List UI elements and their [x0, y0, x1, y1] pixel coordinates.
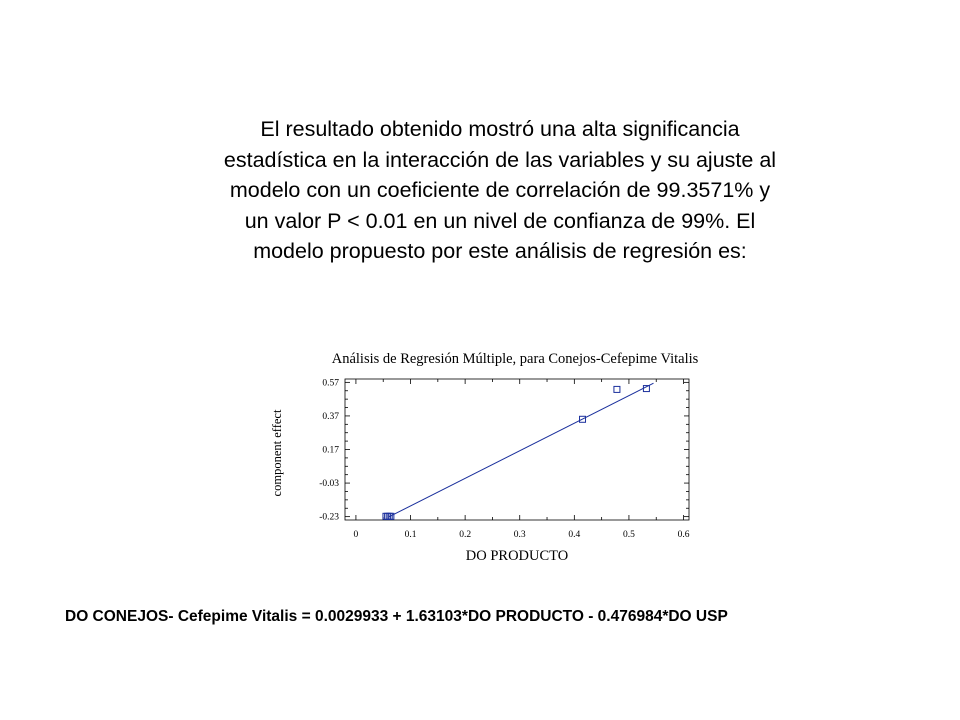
x-tick-label: 0.6 [678, 530, 690, 540]
paragraph-line: modelo propuesto por este análisis de re… [253, 239, 747, 263]
y-tick-label: 0.17 [322, 446, 339, 456]
x-tick-label: 0.1 [405, 530, 417, 540]
y-axis-label: component effect [270, 409, 284, 496]
chart-title: Análisis de Regresión Múltiple, para Con… [332, 351, 699, 367]
paragraph-line: un valor P < 0.01 en un nivel de confian… [244, 208, 756, 233]
y-tick-label: -0.03 [319, 479, 339, 489]
x-axis-label: DO PRODUCTO [466, 548, 568, 564]
x-tick-label: 0.4 [568, 530, 580, 540]
paragraph-line: estadística en la interacción de las var… [223, 147, 777, 172]
x-tick-label: 0.5 [623, 530, 635, 540]
data-point [642, 385, 650, 393]
data-point [387, 512, 395, 520]
regression-chart: Análisis de Regresión Múltiple, para Con… [270, 351, 699, 564]
x-tick-label: 0.3 [514, 530, 526, 540]
plot-frame [344, 378, 690, 521]
x-tick-label: 0 [354, 530, 359, 540]
y-tick-label: 0.57 [322, 378, 339, 388]
data-point [613, 385, 621, 393]
description-paragraph: El resultado obtenido mostró una alta si… [180, 114, 820, 267]
y-tick-label: 0.37 [322, 412, 339, 422]
y-tick-label: -0.23 [319, 513, 339, 523]
x-tick-label: 0.2 [459, 530, 471, 540]
paragraph-line: modelo con un coeficiente de correlación… [229, 178, 771, 202]
regression-equation: DO CONEJOS- Cefepime Vitalis = 0.0029933… [65, 608, 728, 625]
data-point [579, 415, 587, 423]
paragraph-line: El resultado obtenido mostró una alta si… [260, 117, 740, 141]
regression-line [388, 382, 654, 518]
